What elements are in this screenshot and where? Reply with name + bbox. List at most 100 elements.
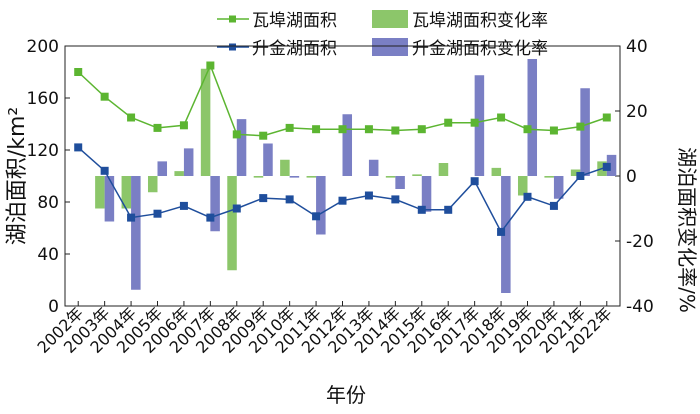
point-wabu-area [364,125,373,134]
bar-wabu-rate [227,176,237,271]
bar-wabu-rate [174,171,184,176]
point-shengjin-area [391,195,400,204]
y-right-tick-label: -40 [626,297,654,317]
legend-item-wabu-area: 瓦埠湖面积 [217,11,337,31]
y-left-tick-label: 200 [27,37,59,57]
point-wabu-area [602,113,611,122]
bar-wabu-rate [121,176,132,209]
point-wabu-area [549,126,558,135]
bar-wabu-rate [385,176,396,178]
bar-shengjin-rate [501,176,511,293]
plot-area: 04080120160200-40-20020402002年2003年2004年… [27,37,654,357]
bar-shengjin-rate [210,176,220,232]
bar-wabu-rate [95,176,105,209]
bar-wabu-rate [491,167,502,176]
point-wabu-area [259,131,268,140]
y-axis-right-title: 湖泊面积变化率/% [675,147,699,313]
bar-wabu-rate [438,163,449,176]
point-wabu-area [417,125,426,134]
x-axis-title: 年份 [326,383,366,407]
point-shengjin-area [602,162,611,171]
bar-wabu-rate [306,176,317,178]
bar-shengjin-rate [580,88,590,176]
bar-shengjin-rate [289,176,300,178]
point-wabu-area [312,125,321,134]
point-wabu-area [232,130,241,139]
legend-item-shengjin-rate: 升金湖面积变化率 [372,38,548,59]
bar-shengjin-rate [474,75,485,176]
point-shengjin-area [312,212,321,221]
bar-shengjin-rate [527,59,538,176]
y-left-tick-label: 40 [37,245,59,265]
point-shengjin-area [100,166,109,175]
legend: 瓦埠湖面积 瓦埠湖面积变化率 升金湖面积 升金湖面积变化率 [217,10,548,59]
point-wabu-area [100,92,109,101]
point-shengjin-area [523,192,532,201]
bar-wabu-rate [517,176,528,196]
bar-shengjin-rate [395,176,405,189]
point-shengjin-area [549,201,558,210]
y-left-tick-label: 160 [27,89,59,109]
bar-wabu-rate [570,169,581,176]
point-wabu-area [206,61,215,70]
point-shengjin-area [232,204,241,213]
point-wabu-area [470,118,479,127]
legend-label-wabu-rate: 瓦埠湖面积变化率 [412,11,548,31]
bar-shengjin-rate [104,176,115,222]
y-right-tick-label: -20 [626,232,654,252]
y-right-tick-label: 40 [626,37,648,57]
legend-item-shengjin-area: 升金湖面积 [217,39,337,59]
point-wabu-area [179,121,188,130]
bar-wabu-rate [412,174,422,176]
point-shengjin-area [74,143,83,152]
bar-wabu-rate [253,176,264,178]
point-wabu-area [576,122,585,131]
point-shengjin-area [364,191,373,200]
bar-wabu-rate [200,68,211,176]
bar-wabu-rate [544,176,554,178]
bar-wabu-rate [280,159,290,176]
y-right-tick-label: 0 [626,167,637,187]
point-shengjin-area [179,201,188,210]
legend-label-shengjin-area: 升金湖面积 [252,39,337,59]
bar-shengjin-rate [553,176,564,199]
bar-shengjin-rate [236,119,247,176]
legend-marker-wabu-area [229,15,236,23]
y-left-tick-label: 120 [27,141,59,161]
bar-shengjin-rate [368,159,379,176]
point-shengjin-area [576,172,585,180]
y-axis-left-title: 湖泊面积/km² [5,107,30,245]
point-wabu-area [444,118,453,127]
point-shengjin-area [285,195,294,204]
bar-shengjin-rate [316,176,326,235]
y-left-tick-label: 80 [37,193,59,213]
point-wabu-area [153,123,162,132]
y-right-tick-label: 20 [626,102,648,122]
bar-wabu-rate [147,176,158,193]
point-shengjin-area [127,213,136,222]
point-shengjin-area [417,205,426,214]
point-wabu-area [497,113,506,122]
y-left-tick-label: 0 [48,297,59,317]
bar-shengjin-rate [263,143,273,176]
legend-label-shengjin-rate: 升金湖面积变化率 [412,39,548,59]
legend-label-wabu-area: 瓦埠湖面积 [252,11,337,31]
point-shengjin-area [259,194,268,203]
point-wabu-area [391,126,400,135]
bar-shengjin-rate [157,161,168,176]
point-wabu-area [523,125,532,134]
point-wabu-area [74,68,83,76]
point-shengjin-area [206,213,215,222]
point-wabu-area [127,113,136,122]
bar-shengjin-rate [606,154,617,176]
point-shengjin-area [338,196,347,205]
point-shengjin-area [497,227,506,236]
bar-shengjin-rate [131,176,141,290]
bar-shengjin-rate [342,114,353,176]
point-shengjin-area [470,177,479,186]
bar-shengjin-rate [421,176,432,212]
legend-item-wabu-rate: 瓦埠湖面积变化率 [372,10,548,31]
legend-marker-shengjin-area [229,43,236,51]
